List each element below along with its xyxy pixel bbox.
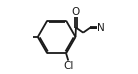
Text: N: N [97,23,105,33]
Text: O: O [72,7,80,17]
Text: Cl: Cl [0,73,1,74]
Text: Cl: Cl [63,61,73,71]
